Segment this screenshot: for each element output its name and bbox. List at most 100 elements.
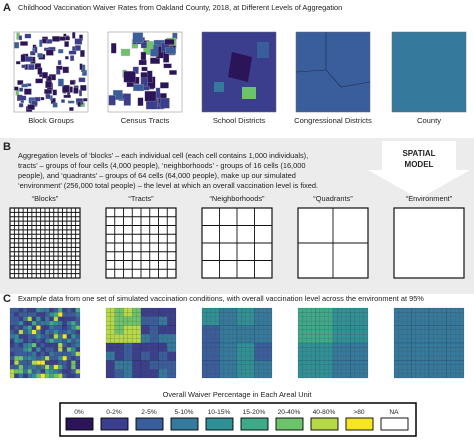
heatmap-cell bbox=[437, 369, 443, 374]
heatmap-cell bbox=[114, 320, 120, 326]
heatmap-cell bbox=[136, 355, 142, 361]
heatmap-cell bbox=[411, 355, 417, 361]
heatmap-cell bbox=[36, 360, 41, 366]
heatmap-cell bbox=[167, 347, 172, 352]
heatmap-cell bbox=[402, 347, 408, 352]
heatmap-cell bbox=[446, 320, 452, 326]
heatmap-cell bbox=[254, 325, 260, 331]
heatmap-cell bbox=[433, 325, 438, 331]
heatmap-cell bbox=[118, 364, 124, 370]
heatmap-cell bbox=[406, 364, 412, 370]
heatmap-cell bbox=[9, 347, 15, 352]
heatmap-cell bbox=[171, 320, 177, 326]
heatmap-cell bbox=[306, 360, 312, 366]
heatmap-cell bbox=[140, 351, 146, 357]
heatmap-cell bbox=[411, 351, 417, 357]
heatmap-cell bbox=[406, 312, 412, 317]
heatmap-cell bbox=[345, 364, 351, 370]
heatmap-cell bbox=[267, 360, 273, 366]
heatmap-cell bbox=[210, 307, 216, 313]
heatmap-cell bbox=[206, 355, 211, 361]
heatmap-cell bbox=[210, 338, 216, 344]
heatmap-cell bbox=[406, 338, 412, 344]
heatmap-cell bbox=[14, 320, 19, 326]
heatmap-cell bbox=[437, 329, 443, 335]
heatmap-cell bbox=[428, 312, 434, 317]
heatmap-cell bbox=[415, 351, 421, 357]
heatmap-cell bbox=[446, 347, 452, 352]
heatmap-cell bbox=[210, 369, 216, 374]
heatmap-cell bbox=[36, 373, 41, 379]
heatmap-cell bbox=[57, 329, 63, 335]
heatmap-cell bbox=[441, 307, 447, 313]
heatmap-cell bbox=[406, 329, 412, 335]
heatmap-cell bbox=[341, 334, 347, 339]
map-region bbox=[20, 41, 28, 46]
heatmap-cell bbox=[363, 334, 369, 339]
heatmap-cell bbox=[420, 355, 425, 361]
heatmap-cell bbox=[302, 351, 307, 357]
heatmap-cell bbox=[105, 342, 111, 348]
heatmap-cell bbox=[254, 316, 260, 322]
heatmap-cell bbox=[110, 329, 115, 335]
heatmap-cell bbox=[297, 312, 303, 317]
heatmap-cell bbox=[402, 312, 408, 317]
heatmap-cell bbox=[411, 329, 417, 335]
map-region bbox=[73, 87, 79, 94]
heatmap-cell bbox=[18, 347, 24, 352]
heatmap-cell bbox=[18, 360, 24, 366]
heatmap-cell bbox=[22, 364, 28, 370]
heatmap-cell bbox=[162, 351, 168, 357]
heatmap-cell bbox=[145, 360, 150, 366]
heatmap-cell bbox=[455, 307, 460, 313]
heatmap-cell bbox=[341, 347, 347, 352]
heatmap-cell bbox=[433, 320, 438, 326]
heatmap-cell bbox=[258, 320, 264, 326]
map-region bbox=[58, 49, 64, 54]
heatmap-cell bbox=[105, 316, 111, 322]
heatmap-cell bbox=[245, 338, 251, 344]
heatmap-cell bbox=[249, 329, 255, 335]
heatmap-cell bbox=[324, 347, 329, 352]
heatmap-cell bbox=[206, 338, 211, 344]
heatmap-cell bbox=[437, 364, 443, 370]
legend-label: 2-5% bbox=[141, 409, 157, 416]
heatmap-cell bbox=[228, 329, 233, 335]
heatmap-cell bbox=[315, 307, 321, 313]
heatmap-cell bbox=[302, 312, 307, 317]
heatmap-cell bbox=[319, 307, 325, 313]
heatmap-cell bbox=[258, 329, 264, 335]
heatmap-cell bbox=[393, 351, 399, 357]
heatmap-cell bbox=[40, 334, 46, 339]
heatmap-cell bbox=[241, 369, 246, 374]
heatmap-cell bbox=[223, 307, 229, 313]
heatmap-cell bbox=[105, 329, 111, 335]
heatmap-cell bbox=[53, 369, 59, 374]
heatmap-cell bbox=[123, 316, 129, 322]
heatmap-cell bbox=[140, 360, 146, 366]
heatmap-cell bbox=[114, 347, 120, 352]
heatmap-cell bbox=[62, 342, 68, 348]
heatmap-cell bbox=[123, 347, 129, 352]
heatmap-cell bbox=[49, 338, 54, 344]
heatmap-cell bbox=[40, 307, 46, 313]
heatmap-cell bbox=[136, 307, 142, 313]
heatmap-cell bbox=[210, 334, 216, 339]
heatmap-cell bbox=[110, 342, 115, 348]
heatmap-cell bbox=[263, 351, 268, 357]
heatmap-cell bbox=[420, 364, 425, 370]
heatmap-cell bbox=[450, 369, 456, 374]
heatmap-cell bbox=[162, 369, 168, 374]
heatmap-cell bbox=[105, 347, 111, 352]
heatmap-cell bbox=[406, 342, 412, 348]
heatmap-cell bbox=[345, 329, 351, 335]
heatmap-cell bbox=[105, 338, 111, 344]
heatmap-cell bbox=[263, 329, 268, 335]
heatmap-cell bbox=[71, 312, 76, 317]
heatmap-cell bbox=[332, 338, 338, 344]
heatmap-cell bbox=[14, 360, 19, 366]
map-region bbox=[123, 70, 136, 83]
heatmap-cell bbox=[9, 316, 15, 322]
heatmap-cell bbox=[66, 338, 72, 344]
